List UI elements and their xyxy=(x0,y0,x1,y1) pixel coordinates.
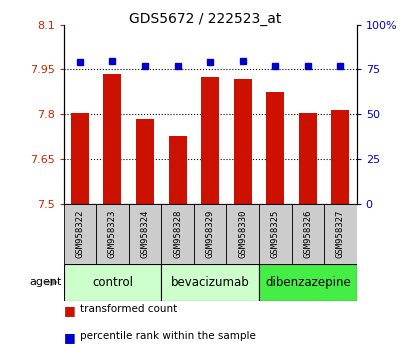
Bar xyxy=(161,204,193,264)
Text: GSM958322: GSM958322 xyxy=(75,210,84,258)
Text: GSM958330: GSM958330 xyxy=(238,210,247,258)
Text: agent: agent xyxy=(29,277,61,287)
Bar xyxy=(103,74,121,204)
Bar xyxy=(233,79,251,204)
Text: GSM958327: GSM958327 xyxy=(335,210,344,258)
Text: percentile rank within the sample: percentile rank within the sample xyxy=(80,331,255,341)
Text: transformed count: transformed count xyxy=(80,304,177,314)
Bar xyxy=(226,204,258,264)
Text: GSM958323: GSM958323 xyxy=(108,210,117,258)
Bar xyxy=(63,264,161,301)
Bar xyxy=(71,113,89,204)
Text: GSM958325: GSM958325 xyxy=(270,210,279,258)
Bar xyxy=(96,204,128,264)
Text: ■: ■ xyxy=(63,304,75,318)
Bar xyxy=(201,77,218,204)
Bar xyxy=(161,264,258,301)
Bar xyxy=(258,204,291,264)
Text: bevacizumab: bevacizumab xyxy=(170,276,249,289)
Bar xyxy=(258,264,356,301)
Bar xyxy=(128,204,161,264)
Text: GSM958324: GSM958324 xyxy=(140,210,149,258)
Bar xyxy=(291,204,324,264)
Text: GDS5672 / 222523_at: GDS5672 / 222523_at xyxy=(128,12,281,27)
Bar xyxy=(298,113,316,204)
Text: ■: ■ xyxy=(63,331,75,344)
Bar xyxy=(324,204,356,264)
Bar xyxy=(193,204,226,264)
Bar xyxy=(136,119,153,204)
Bar xyxy=(330,110,348,204)
Text: GSM958328: GSM958328 xyxy=(173,210,182,258)
Text: dibenzazepine: dibenzazepine xyxy=(264,276,350,289)
Text: GSM958329: GSM958329 xyxy=(205,210,214,258)
Text: GSM958326: GSM958326 xyxy=(303,210,312,258)
Bar xyxy=(168,136,186,204)
Bar xyxy=(63,204,96,264)
Bar xyxy=(266,92,283,204)
Text: control: control xyxy=(92,276,133,289)
